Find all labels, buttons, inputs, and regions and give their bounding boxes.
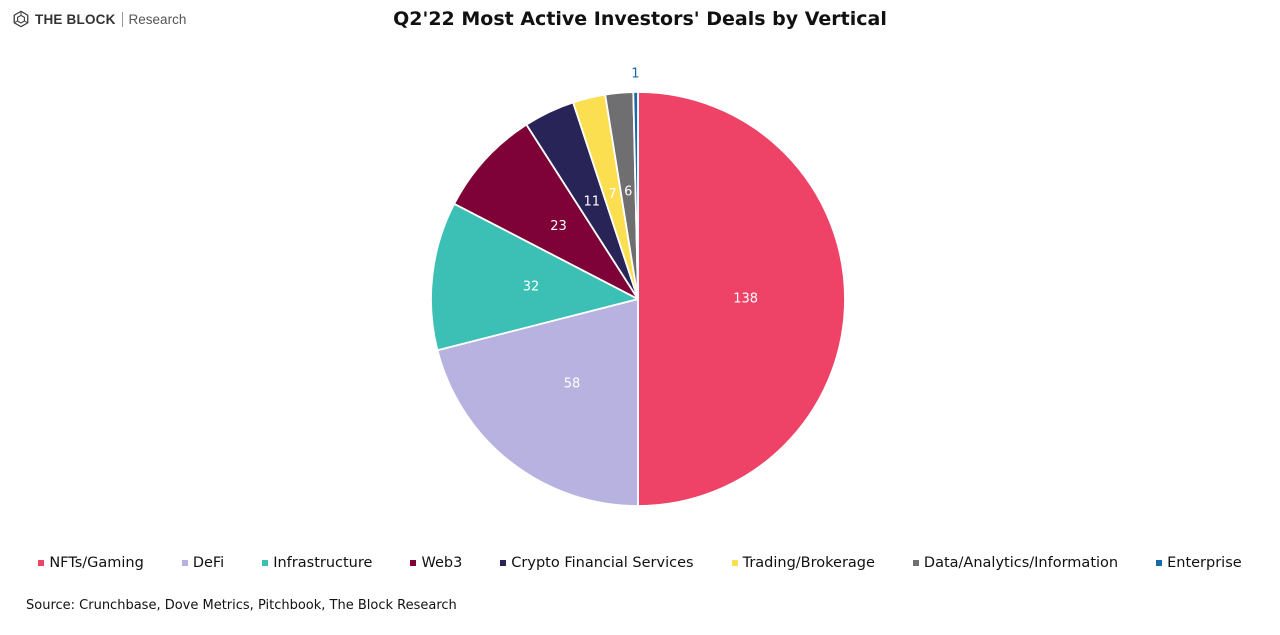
pie-slice-defi <box>436 298 639 507</box>
pie-slice-enterprise <box>632 91 639 300</box>
chart-title: Q2'22 Most Active Investors' Deals by Ve… <box>393 8 887 30</box>
legend-item-defi: DeFi <box>181 555 225 571</box>
legend-label: Infrastructure <box>273 555 373 571</box>
data-label-enterprise: 1 <box>631 67 639 82</box>
pie-slice-web3 <box>453 123 639 300</box>
legend-label: Trading/Brokerage <box>742 555 875 571</box>
legend-swatch <box>262 560 269 566</box>
legend-item-nfts-gaming: NFTs/Gaming <box>38 555 144 571</box>
legend-swatch <box>38 560 45 566</box>
pie-slice-infrastructure <box>430 202 639 352</box>
legend-label: Enterprise <box>1167 555 1242 571</box>
brand-subtitle: Research <box>128 11 187 27</box>
pie-slice-nfts-gaming <box>637 91 846 507</box>
data-label-nfts-gaming: 138 <box>733 292 758 307</box>
legend-label: Web3 <box>421 555 463 571</box>
brand: THE BLOCK Research <box>12 9 186 29</box>
data-label-data-analytics-information: 6 <box>624 184 632 199</box>
legend-item-trading-brokerage: Trading/Brokerage <box>731 555 875 571</box>
cube-logo-icon <box>13 10 29 28</box>
pie-chart: 138 58 32 23 11 7 6 1 <box>430 67 846 507</box>
chart-legend: NFTs/Gaming DeFi Infrastructure Web3 Crypto … <box>0 555 1280 571</box>
data-label-defi: 58 <box>564 377 581 392</box>
legend-item-enterprise: Enterprise <box>1156 555 1242 571</box>
legend-swatch <box>500 560 507 566</box>
legend-swatch <box>410 560 417 566</box>
brand-name: THE BLOCK <box>35 11 116 27</box>
legend-item-crypto-financial-services: Crypto Financial Services <box>500 555 694 571</box>
data-label-infrastructure: 32 <box>523 279 540 294</box>
legend-label: Data/Analytics/Information <box>923 555 1119 571</box>
legend-swatch <box>731 560 738 566</box>
legend-swatch <box>1156 560 1163 566</box>
legend-swatch <box>181 560 188 566</box>
legend-swatch <box>912 560 919 566</box>
data-label-web3: 23 <box>550 219 567 234</box>
legend-item-infrastructure: Infrastructure <box>262 555 372 571</box>
legend-label: NFTs/Gaming <box>49 555 144 571</box>
legend-label: DeFi <box>192 555 225 571</box>
brand-divider <box>121 11 123 27</box>
legend-label: Crypto Financial Services <box>511 555 694 571</box>
data-label-crypto-financial-services: 11 <box>583 194 600 209</box>
source-note: Source: Crunchbase, Dove Metrics, Pitchb… <box>26 598 457 613</box>
data-label-trading-brokerage: 7 <box>608 187 616 202</box>
legend-item-data-analytics-information: Data/Analytics/Information <box>912 555 1119 571</box>
legend-item-web3: Web3 <box>410 555 462 571</box>
